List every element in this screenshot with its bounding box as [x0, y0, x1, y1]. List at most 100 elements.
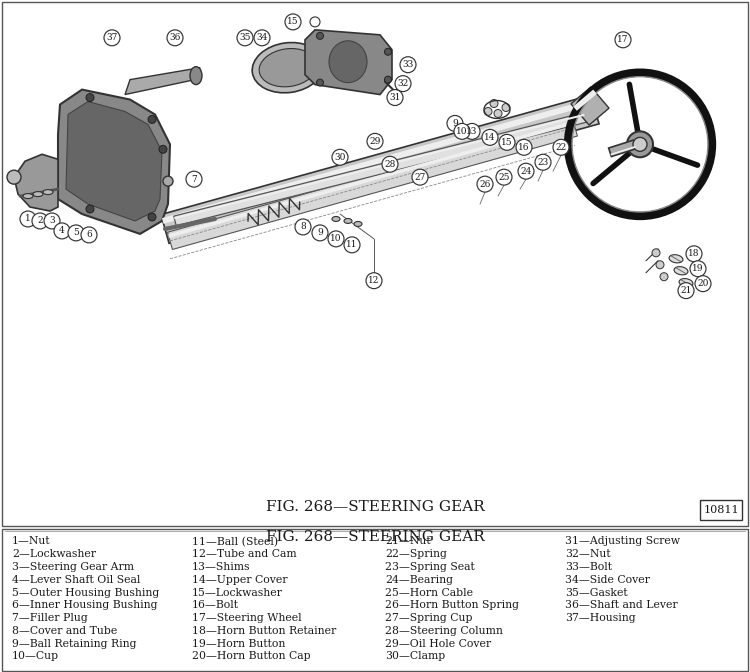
- Text: 18—Horn Button Retainer: 18—Horn Button Retainer: [192, 626, 336, 636]
- Polygon shape: [573, 89, 597, 111]
- Text: 25—Horn Cable: 25—Horn Cable: [385, 587, 473, 597]
- Text: 3—Steering Gear Arm: 3—Steering Gear Arm: [12, 562, 134, 572]
- Ellipse shape: [669, 255, 683, 263]
- Circle shape: [454, 124, 470, 139]
- Ellipse shape: [33, 192, 43, 197]
- Circle shape: [477, 176, 493, 192]
- Text: 12: 12: [368, 276, 380, 285]
- Text: 19: 19: [692, 264, 703, 274]
- Polygon shape: [58, 89, 170, 234]
- Polygon shape: [66, 101, 162, 221]
- Circle shape: [400, 56, 416, 73]
- Text: 3: 3: [50, 216, 55, 226]
- Text: 19—Horn Button: 19—Horn Button: [192, 638, 285, 648]
- Circle shape: [254, 30, 270, 46]
- Circle shape: [518, 163, 534, 179]
- Text: 17—Steering Wheel: 17—Steering Wheel: [192, 613, 302, 623]
- Text: 7: 7: [191, 175, 196, 183]
- Polygon shape: [167, 119, 578, 249]
- Circle shape: [490, 99, 498, 108]
- Circle shape: [68, 225, 84, 241]
- Circle shape: [494, 110, 502, 118]
- Circle shape: [484, 108, 492, 116]
- Circle shape: [553, 139, 569, 155]
- Circle shape: [86, 93, 94, 101]
- Circle shape: [387, 89, 403, 106]
- Circle shape: [695, 276, 711, 292]
- Circle shape: [44, 213, 60, 229]
- Polygon shape: [125, 68, 200, 95]
- Ellipse shape: [190, 67, 202, 85]
- Text: 21: 21: [680, 286, 692, 295]
- Text: 21—Nut: 21—Nut: [385, 536, 430, 546]
- Circle shape: [496, 169, 512, 185]
- Text: 30: 30: [334, 153, 346, 162]
- Circle shape: [615, 32, 631, 48]
- Circle shape: [167, 30, 183, 46]
- Polygon shape: [174, 113, 586, 226]
- Polygon shape: [162, 99, 593, 224]
- Circle shape: [81, 227, 97, 243]
- Text: 12—Tube and Cam: 12—Tube and Cam: [192, 549, 296, 559]
- Text: 14—Upper Cover: 14—Upper Cover: [192, 575, 287, 585]
- Text: 32—Nut: 32—Nut: [565, 549, 610, 559]
- Polygon shape: [161, 95, 599, 243]
- Polygon shape: [168, 121, 574, 238]
- Text: 31—Adjusting Screw: 31—Adjusting Screw: [565, 536, 680, 546]
- Circle shape: [312, 225, 328, 241]
- Circle shape: [385, 76, 392, 83]
- Text: 20: 20: [698, 279, 709, 288]
- Circle shape: [656, 261, 664, 269]
- Text: 22—Spring: 22—Spring: [385, 549, 447, 559]
- Circle shape: [464, 124, 480, 139]
- Text: 14: 14: [484, 133, 496, 142]
- Text: 17: 17: [617, 36, 628, 44]
- Circle shape: [393, 89, 401, 97]
- Ellipse shape: [674, 267, 688, 275]
- Polygon shape: [174, 114, 584, 219]
- Text: 25: 25: [498, 173, 510, 181]
- Text: 16—Bolt: 16—Bolt: [192, 600, 239, 610]
- Text: 10811: 10811: [704, 505, 739, 515]
- Text: 8: 8: [300, 222, 306, 231]
- Ellipse shape: [332, 216, 340, 222]
- Text: 32: 32: [398, 79, 409, 88]
- Circle shape: [678, 283, 694, 298]
- Text: 37—Housing: 37—Housing: [565, 613, 635, 623]
- Circle shape: [366, 273, 382, 289]
- Text: 27: 27: [414, 173, 426, 181]
- Circle shape: [86, 205, 94, 213]
- Circle shape: [344, 237, 360, 253]
- Text: 10: 10: [330, 235, 342, 243]
- Text: 1: 1: [26, 214, 31, 224]
- Text: 4—Lever Shaft Oil Seal: 4—Lever Shaft Oil Seal: [12, 575, 140, 585]
- Ellipse shape: [354, 222, 362, 226]
- Text: 22: 22: [555, 143, 567, 152]
- Circle shape: [32, 213, 48, 229]
- Circle shape: [285, 14, 301, 30]
- Circle shape: [237, 30, 253, 46]
- Text: FIG. 268—STEERING GEAR: FIG. 268—STEERING GEAR: [266, 499, 484, 513]
- Text: 1—Nut: 1—Nut: [12, 536, 51, 546]
- Text: 15: 15: [501, 138, 513, 146]
- Polygon shape: [14, 155, 58, 211]
- Text: 34: 34: [256, 34, 268, 42]
- Text: 30—Clamp: 30—Clamp: [385, 651, 446, 661]
- Bar: [700, 500, 742, 519]
- Text: 26—Horn Button Spring: 26—Horn Button Spring: [385, 600, 519, 610]
- Circle shape: [412, 169, 428, 185]
- Ellipse shape: [344, 218, 352, 224]
- Ellipse shape: [23, 194, 33, 198]
- Text: 28—Steering Column: 28—Steering Column: [385, 626, 502, 636]
- Ellipse shape: [43, 190, 53, 195]
- Ellipse shape: [329, 41, 367, 83]
- Circle shape: [660, 273, 668, 281]
- Text: 11—Ball (Steel): 11—Ball (Steel): [192, 536, 278, 547]
- Circle shape: [295, 219, 311, 235]
- Text: 10: 10: [456, 127, 468, 136]
- Text: 6—Inner Housing Bushing: 6—Inner Housing Bushing: [12, 600, 158, 610]
- Text: 35: 35: [239, 34, 250, 42]
- Text: 28: 28: [384, 160, 396, 169]
- Circle shape: [316, 79, 323, 86]
- Text: 26: 26: [479, 179, 490, 189]
